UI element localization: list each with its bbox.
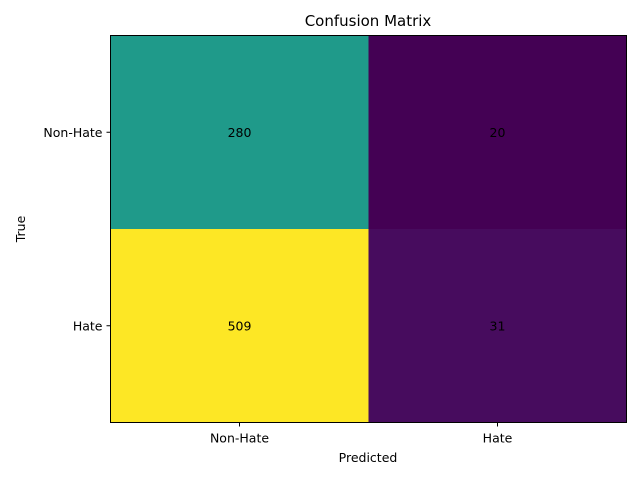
x-axis-label: Predicted <box>339 450 398 465</box>
heatmap-cell-0-1 <box>368 35 627 229</box>
cell-value-label-1-1: 31 <box>490 318 506 333</box>
y-tick-label-1: Hate <box>73 318 103 333</box>
cell-value-label-0-1: 20 <box>490 125 506 140</box>
cell-value-label-0-0: 280 <box>228 125 252 140</box>
heatmap-cell-0-0 <box>110 35 369 229</box>
x-tick-label-1: Hate <box>483 431 513 446</box>
heatmap-cells <box>110 35 627 423</box>
heatmap-cell-1-0 <box>110 229 369 423</box>
heatmap-cell-1-1 <box>368 229 627 423</box>
cell-value-label-1-0: 509 <box>228 318 252 333</box>
x-axis-ticks: Non-Hate Hate <box>210 422 513 446</box>
y-axis-ticks: Non-Hate Hate <box>43 125 111 333</box>
plot-frame <box>110 35 627 423</box>
x-tick-label-0: Non-Hate <box>210 431 269 446</box>
y-tick-label-0: Non-Hate <box>43 125 102 140</box>
chart-title: Confusion Matrix <box>305 12 432 30</box>
y-axis-label: True <box>13 215 28 243</box>
heatmap-cell-labels: 280 20 509 31 <box>228 125 506 334</box>
